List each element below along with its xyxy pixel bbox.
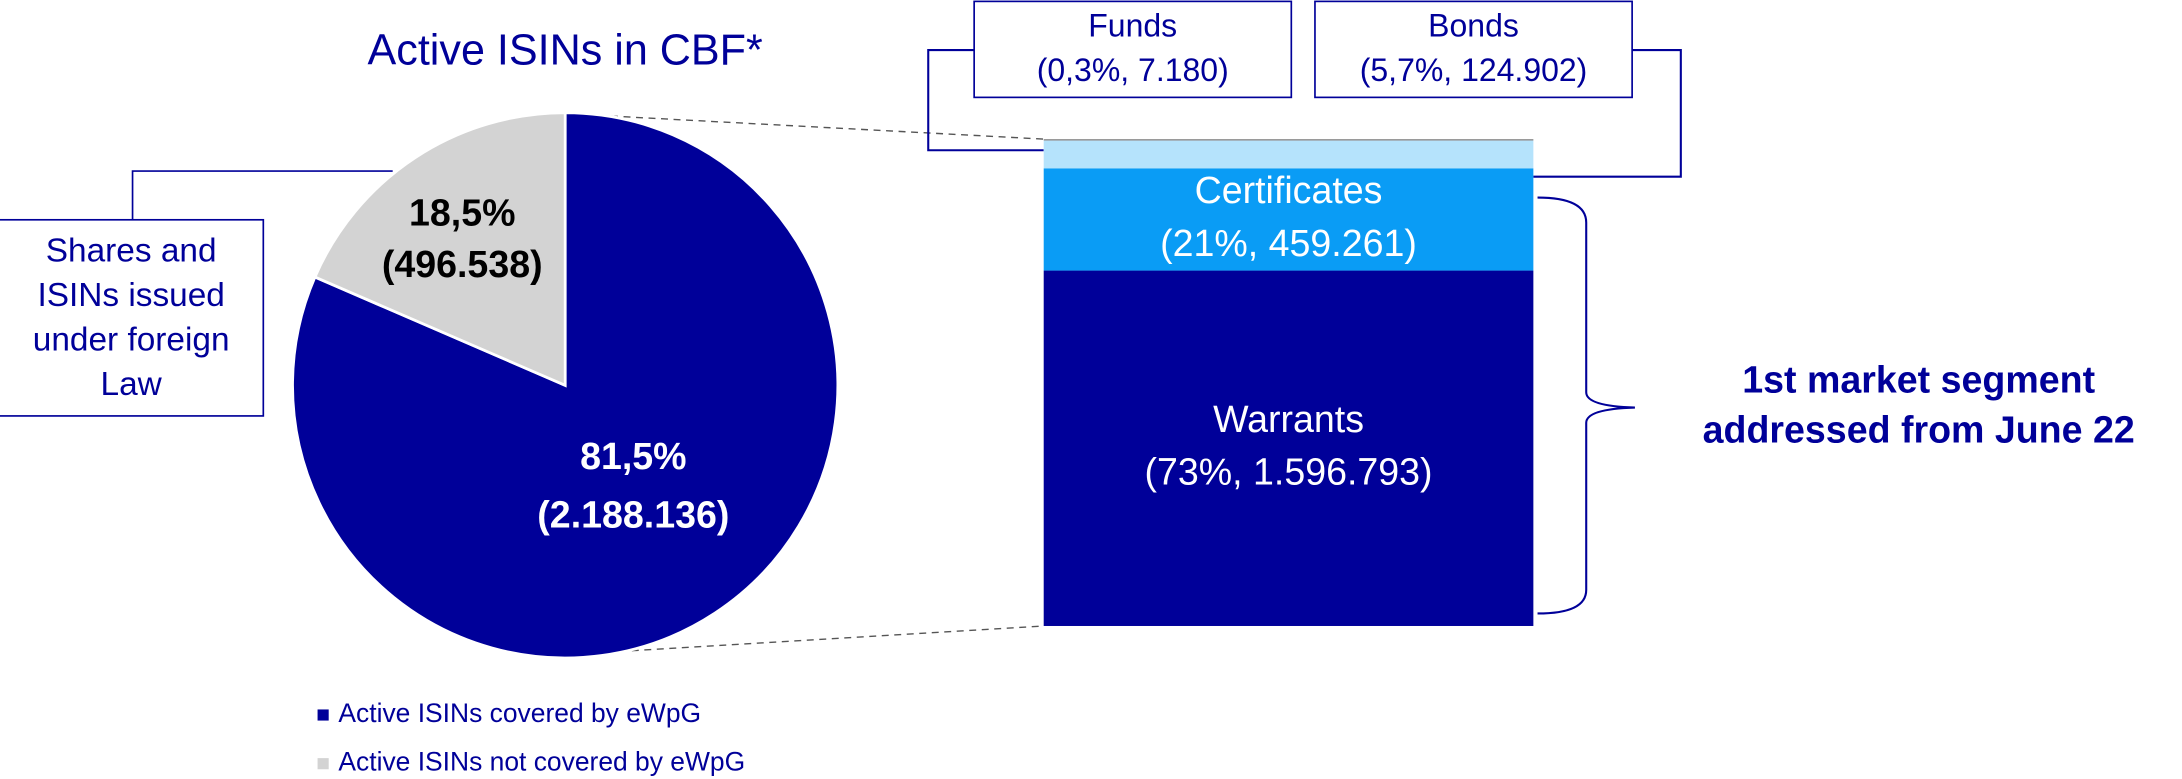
category-label: Warrants xyxy=(1213,398,1364,440)
legend-swatch xyxy=(317,709,329,721)
pie-slice xyxy=(291,111,840,660)
pie-annotation: Shares and ISINs issued under foreign La… xyxy=(32,232,230,404)
annotation-container: 1st market segment addressed from June 2… xyxy=(1702,358,2135,451)
chart-title: Active ISINs in CBF* xyxy=(368,26,763,74)
value-label: (5,7%, 124.902) xyxy=(1360,52,1588,88)
bar-segment xyxy=(1043,139,1534,141)
value-label: 18,5% xyxy=(409,192,515,234)
pie-slice xyxy=(313,111,567,388)
callout-box xyxy=(1314,0,1633,99)
connector xyxy=(573,113,1044,140)
callout-line xyxy=(927,49,1044,152)
count-label: (2.188.136) xyxy=(537,493,729,535)
legend-label: Active ISINs not covered by eWpG xyxy=(338,747,745,777)
bar-segment xyxy=(1043,140,1534,169)
legend-swatch xyxy=(317,758,329,770)
callout-line xyxy=(131,170,393,220)
callout-box xyxy=(973,0,1293,99)
callout-box xyxy=(0,218,265,417)
bar-segment xyxy=(1043,270,1534,626)
brace xyxy=(1537,196,1635,615)
category-label: Funds xyxy=(1088,7,1177,43)
value-label: (0,3%, 7.180) xyxy=(1037,52,1229,88)
connector xyxy=(556,625,1044,656)
category-label: Certificates xyxy=(1195,169,1383,211)
category-label: Bonds xyxy=(1428,7,1519,43)
bar-segment xyxy=(1043,168,1534,271)
value-label: 81,5% xyxy=(580,435,686,477)
count-label: (496.538) xyxy=(382,243,543,285)
callout-line xyxy=(1533,49,1682,178)
legend-label: Active ISINs covered by eWpG xyxy=(338,698,701,728)
value-label: (21%, 459.261) xyxy=(1160,222,1417,264)
annotation-container: Shares and ISINs issued under foreign La… xyxy=(32,232,230,404)
value-label: (73%, 1.596.793) xyxy=(1145,451,1433,493)
bar-annotation: 1st market segment addressed from June 2… xyxy=(1702,358,2135,451)
